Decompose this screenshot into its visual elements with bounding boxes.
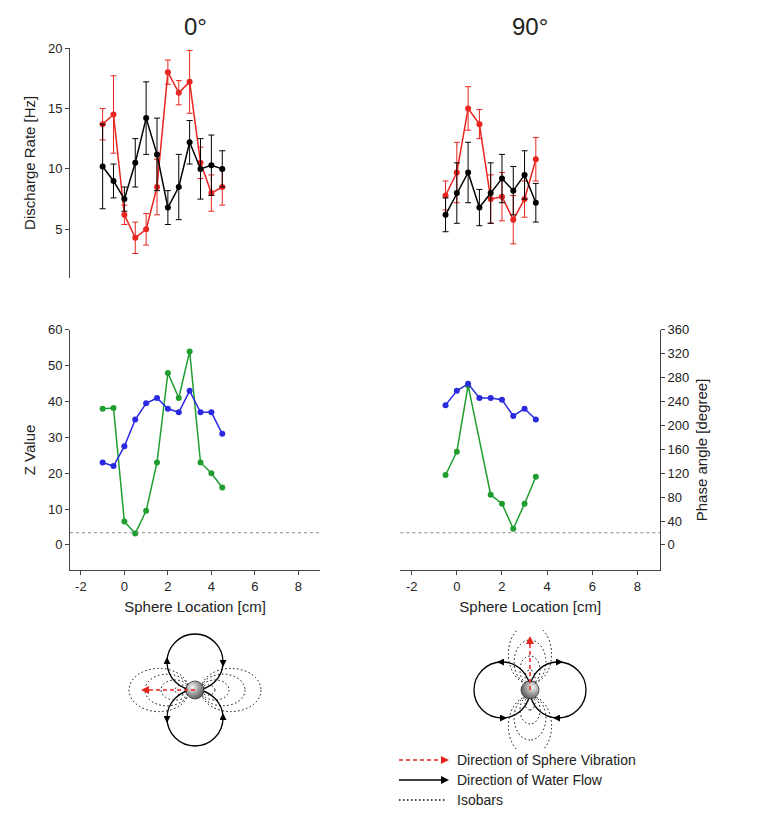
svg-text:20: 20 (48, 466, 62, 481)
svg-text:Direction of Sphere Vibration: Direction of Sphere Vibration (457, 752, 636, 768)
svg-text:160: 160 (668, 442, 690, 457)
svg-text:Discharge Rate [Hz]: Discharge Rate [Hz] (21, 96, 38, 230)
svg-text:0: 0 (121, 579, 128, 594)
svg-text:Isobars: Isobars (457, 792, 503, 808)
svg-text:2: 2 (164, 579, 171, 594)
svg-text:0: 0 (55, 537, 62, 552)
svg-text:200: 200 (668, 418, 690, 433)
svg-text:0: 0 (668, 537, 675, 552)
svg-text:10: 10 (48, 502, 62, 517)
svg-text:280: 280 (668, 370, 690, 385)
svg-text:5: 5 (55, 222, 62, 237)
svg-text:2: 2 (498, 579, 505, 594)
svg-text:Phase angle [degree]: Phase angle [degree] (693, 379, 710, 522)
svg-text:320: 320 (668, 346, 690, 361)
svg-text:8: 8 (295, 579, 302, 594)
svg-text:Sphere Location [cm]: Sphere Location [cm] (124, 598, 266, 615)
svg-text:80: 80 (668, 490, 682, 505)
svg-text:-2: -2 (406, 579, 418, 594)
svg-text:0: 0 (453, 579, 460, 594)
svg-text:Sphere Location [cm]: Sphere Location [cm] (459, 598, 601, 615)
svg-text:Z Value: Z Value (21, 425, 38, 476)
svg-text:6: 6 (251, 579, 258, 594)
svg-text:120: 120 (668, 466, 690, 481)
svg-text:10: 10 (48, 161, 62, 176)
svg-text:360: 360 (668, 322, 690, 337)
svg-text:8: 8 (634, 579, 641, 594)
svg-text:4: 4 (544, 579, 551, 594)
svg-text:Direction of Water Flow: Direction of Water Flow (457, 772, 603, 788)
svg-text:0°: 0° (184, 13, 207, 40)
svg-text:40: 40 (48, 394, 62, 409)
svg-text:40: 40 (668, 514, 682, 529)
svg-text:50: 50 (48, 358, 62, 373)
svg-text:-2: -2 (75, 579, 87, 594)
svg-text:90°: 90° (512, 13, 548, 40)
svg-text:6: 6 (589, 579, 596, 594)
svg-text:20: 20 (48, 41, 62, 56)
svg-text:15: 15 (48, 101, 62, 116)
svg-text:240: 240 (668, 394, 690, 409)
svg-text:4: 4 (208, 579, 215, 594)
svg-text:30: 30 (48, 430, 62, 445)
svg-text:60: 60 (48, 322, 62, 337)
